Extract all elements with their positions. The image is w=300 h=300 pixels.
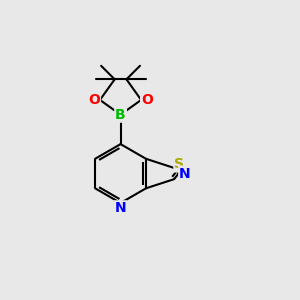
Text: O: O [88,93,100,107]
Text: S: S [174,158,184,171]
Text: N: N [179,167,191,181]
Text: O: O [141,93,153,107]
Text: N: N [115,201,126,215]
Text: B: B [115,108,126,122]
